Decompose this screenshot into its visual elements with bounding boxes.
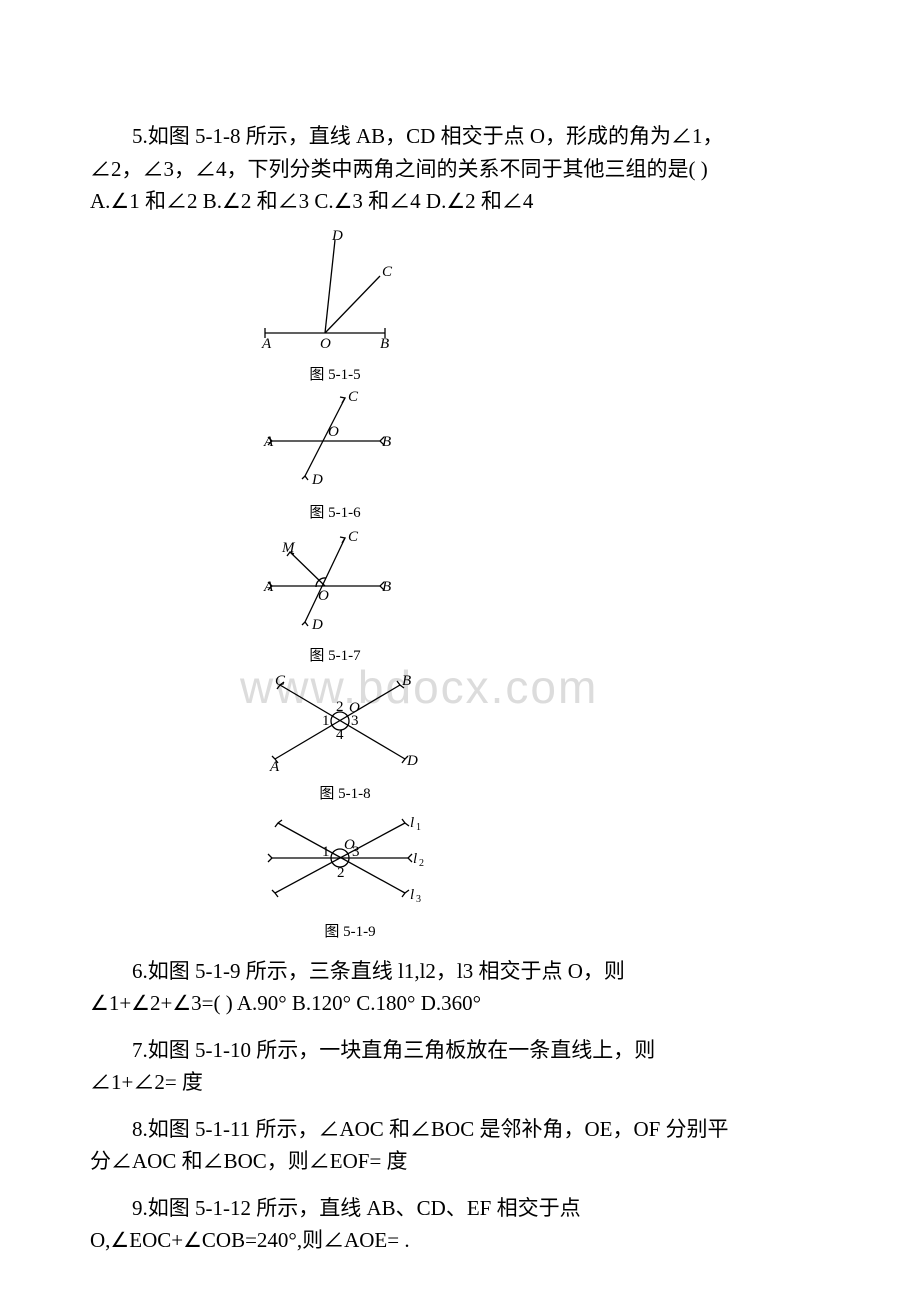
fig516-caption: 图 5-1-6 [260,501,410,522]
fig517-D: D [311,617,323,633]
figure-5-1-9: O 1 2 3 l 1 l 2 l 3 图 5-1-9 [260,805,830,941]
fig517-B: B [382,579,391,595]
q7-line1: 7.如图 5-1-10 所示，一块直角三角板放在一条直线上，则 [90,1034,830,1067]
fig516-C: C [348,389,359,405]
fig517-C: C [348,529,359,545]
fig516-svg: A B C D O [260,386,410,496]
question-9: 9.如图 5-1-12 所示，直线 AB、CD、EF 相交于点 O,∠EOC+∠… [90,1192,830,1257]
figure-5-1-7: A B C D M O 图 5-1-7 [260,524,830,665]
fig519-s2: 2 [419,858,424,869]
fig516-B: B [382,434,391,450]
fig517-M: M [281,540,296,556]
fig517-caption: 图 5-1-7 [260,644,410,665]
fig519-caption: 图 5-1-9 [260,920,440,941]
figure-5-1-8: A B C D O 1 2 3 4 图 5-1-8 [260,667,830,803]
q5-line2: ∠2，∠3，∠4，下列分类中两角之间的关系不同于其他三组的是( ) [90,153,830,186]
fig519-s3: 3 [416,894,421,905]
fig519-l1: l [410,815,414,831]
fig519-svg: O 1 2 3 l 1 l 2 l 3 [260,805,440,915]
fig517-A: A [263,579,274,595]
fig518-C: C [275,673,286,689]
fig518-D: D [406,753,418,769]
fig515-A: A [261,336,272,352]
q9-line1: 9.如图 5-1-12 所示，直线 AB、CD、EF 相交于点 [90,1192,830,1225]
fig517-O: O [318,588,329,604]
fig515-svg: A O B C D [260,228,410,358]
fig518-A: A [269,759,280,775]
figures-container: A O B C D 图 5-1-5 A B C D O [260,228,830,941]
fig518-B: B [402,673,411,689]
fig515-caption: 图 5-1-5 [260,363,410,384]
fig519-n2: 2 [337,865,345,881]
q8-line2: 分∠AOC 和∠BOC，则∠EOF= 度 [90,1145,830,1178]
fig519-l2: l [413,851,417,867]
question-7: 7.如图 5-1-10 所示，一块直角三角板放在一条直线上，则 ∠1+∠2= 度 [90,1034,830,1099]
fig517-svg: A B C D M O [260,524,410,639]
fig515-O: O [320,336,331,352]
question-8: 8.如图 5-1-11 所示，∠AOC 和∠BOC 是邻补角，OE，OF 分别平… [90,1113,830,1178]
fig515-C: C [382,264,393,280]
fig519-s1: 1 [416,822,421,833]
fig516-O: O [328,424,339,440]
figure-5-1-5: A O B C D 图 5-1-5 [260,228,830,384]
q6-line2: ∠1+∠2+∠3=( ) A.90° B.120° C.180° D.360° [90,987,830,1020]
fig519-n1: 1 [322,844,330,860]
fig518-n1: 1 [322,713,330,729]
fig518-svg: A B C D O 1 2 3 4 [260,667,430,777]
fig519-n3: 3 [352,844,360,860]
q7-line2: ∠1+∠2= 度 [90,1066,830,1099]
fig518-n4: 4 [336,727,344,743]
fig515-D: D [331,228,343,244]
q5-line3: A.∠1 和∠2 B.∠2 和∠3 C.∠3 和∠4 D.∠2 和∠4 [90,185,830,218]
q9-line2: O,∠EOC+∠COB=240°,则∠AOE= . [90,1224,830,1257]
fig516-D: D [311,472,323,488]
fig518-caption: 图 5-1-8 [260,782,430,803]
fig516-A: A [263,434,274,450]
fig515-B: B [380,336,389,352]
fig519-l3: l [410,887,414,903]
figure-5-1-6: A B C D O 图 5-1-6 [260,386,830,522]
question-6: 6.如图 5-1-9 所示，三条直线 l1,l2，l3 相交于点 O，则 ∠1+… [90,955,830,1020]
fig518-n3: 3 [351,713,359,729]
q8-line1: 8.如图 5-1-11 所示，∠AOC 和∠BOC 是邻补角，OE，OF 分别平 [90,1113,830,1146]
q5-line1: 5.如图 5-1-8 所示，直线 AB，CD 相交于点 O，形成的角为∠1， [90,120,830,153]
question-5: 5.如图 5-1-8 所示，直线 AB，CD 相交于点 O，形成的角为∠1， ∠… [90,120,830,218]
fig518-n2: 2 [336,699,344,715]
q6-line1: 6.如图 5-1-9 所示，三条直线 l1,l2，l3 相交于点 O，则 [90,955,830,988]
